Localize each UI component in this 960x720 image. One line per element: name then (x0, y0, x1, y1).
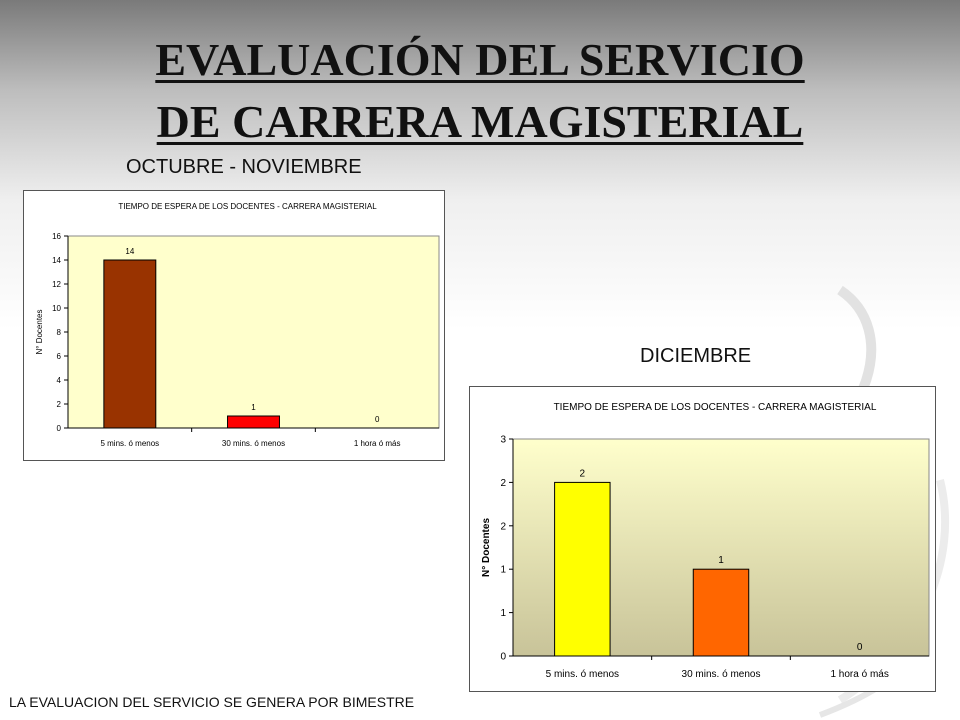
y-tick-label: 12 (52, 280, 61, 289)
category-label-2: 1 hora ó más (354, 439, 401, 448)
data-label-2: 0 (857, 642, 863, 653)
page-title-line-2: DE CARRERA MAGISTERIAL (156, 96, 804, 147)
chart-december: TIEMPO DE ESPERA DE LOS DOCENTES - CARRE… (469, 386, 936, 692)
y-tick-label: 2 (57, 400, 62, 409)
category-label-1: 30 mins. ó menos (222, 439, 285, 448)
chart-oct-nov: TIEMPO DE ESPERA DE LOS DOCENTES - CARRE… (23, 190, 445, 461)
chart-oct-nov-svg: TIEMPO DE ESPERA DE LOS DOCENTES - CARRE… (35, 202, 440, 448)
footer-note: LA EVALUACION DEL SERVICIO SE GENERA POR… (9, 694, 415, 710)
y-tick-label: 0 (57, 424, 62, 433)
category-label-2: 1 hora ó más (830, 669, 888, 680)
y-axis-label: N° Docentes (481, 518, 492, 577)
y-tick-label: 4 (57, 376, 62, 385)
data-label-2: 0 (375, 415, 380, 424)
period-caption-oct-nov: OCTUBRE - NOVIEMBRE (126, 156, 362, 178)
y-tick-label: 1 (500, 565, 506, 576)
period-caption-dec: DICIEMBRE (640, 345, 752, 367)
y-axis-label: N° Docentes (35, 310, 44, 355)
category-label-1: 30 mins. ó menos (682, 669, 761, 680)
category-label-0: 5 mins. ó menos (100, 439, 159, 448)
chart-title: TIEMPO DE ESPERA DE LOS DOCENTES - CARRE… (554, 402, 877, 413)
bar-1 (227, 415, 280, 429)
y-tick-label: 10 (52, 304, 61, 313)
y-tick-label: 8 (57, 328, 62, 337)
data-label-0: 14 (125, 247, 134, 256)
chart-title: TIEMPO DE ESPERA DE LOS DOCENTES - CARRE… (118, 202, 377, 211)
y-tick-label: 3 (500, 435, 506, 446)
data-label-0: 2 (580, 468, 586, 479)
chart-december-svg: TIEMPO DE ESPERA DE LOS DOCENTES - CARRE… (481, 402, 930, 680)
y-tick-label: 1 (500, 608, 506, 619)
bar-0 (103, 259, 157, 429)
y-tick-label: 2 (500, 521, 506, 532)
data-label-1: 1 (251, 403, 256, 412)
y-tick-label: 2 (500, 478, 506, 489)
page-title-line-1: EVALUACIÓN DEL SERVICIO (155, 34, 805, 85)
bar-0 (554, 481, 611, 657)
y-tick-label: 16 (52, 232, 61, 241)
y-tick-label: 0 (500, 652, 506, 663)
category-label-0: 5 mins. ó menos (546, 669, 619, 680)
y-tick-label: 14 (52, 256, 61, 265)
data-label-1: 1 (718, 555, 724, 566)
bar-1 (692, 568, 750, 657)
y-tick-label: 6 (57, 352, 62, 361)
